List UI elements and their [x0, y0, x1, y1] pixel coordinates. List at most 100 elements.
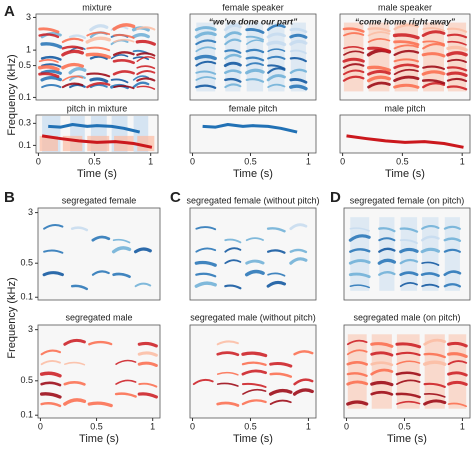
harmonic — [136, 26, 156, 31]
harmonic — [113, 38, 135, 43]
panel-title: segregated female (on pitch) — [350, 195, 465, 205]
harmonic — [113, 34, 135, 39]
harmonic — [88, 340, 113, 346]
harmonic — [370, 380, 394, 387]
harmonic — [392, 33, 420, 40]
harmonic — [378, 227, 396, 233]
spectrogram — [348, 217, 462, 291]
harmonic — [223, 31, 242, 39]
harmonic — [267, 48, 286, 53]
pitch-track — [346, 134, 464, 149]
harmonic — [267, 272, 286, 277]
harmonic — [399, 271, 419, 277]
harmonic — [266, 24, 286, 32]
harmonic — [422, 27, 445, 32]
harmonic — [224, 259, 242, 265]
harmonic — [393, 63, 420, 70]
harmonic — [70, 284, 89, 291]
spectrogram — [194, 223, 308, 290]
harmonic — [293, 350, 314, 356]
harmonic — [86, 72, 111, 78]
harmonic — [40, 32, 62, 39]
harmonic — [70, 226, 89, 232]
x-tick-label: 0.5 — [90, 421, 103, 431]
harmonic — [224, 38, 242, 46]
harmonic — [241, 361, 267, 366]
harmonic — [86, 46, 111, 52]
harmonic — [195, 46, 217, 53]
harmonic — [135, 39, 156, 46]
harmonic — [136, 65, 156, 70]
harmonic — [443, 248, 461, 253]
harmonic — [112, 272, 131, 279]
harmonic — [267, 64, 286, 70]
x-axis-label: Time (s) — [77, 168, 117, 180]
spectrogram — [37, 23, 156, 90]
harmonic — [395, 371, 421, 377]
harmonic — [396, 379, 421, 386]
x-tick-label: 0 — [344, 421, 349, 431]
harmonic — [289, 257, 308, 265]
harmonic — [61, 37, 84, 44]
harmonic — [367, 38, 391, 43]
harmonic — [38, 72, 60, 78]
harmonic — [195, 226, 217, 231]
panel-title: male pitch — [384, 103, 425, 113]
harmonic — [38, 59, 59, 63]
energy-haze — [394, 22, 418, 92]
spectrogram — [346, 334, 468, 409]
harmonic — [110, 78, 129, 84]
harmonic — [447, 402, 468, 408]
x-tick-label: 0 — [190, 421, 195, 431]
harmonic — [62, 75, 84, 82]
harmonic — [194, 31, 217, 39]
pitch-track — [48, 123, 141, 134]
harmonic — [399, 227, 419, 233]
harmonic — [396, 400, 421, 405]
y-tick-label: 0.3 — [18, 118, 31, 128]
panel-title: male speaker — [378, 2, 432, 12]
quote: “we've done our part” — [209, 16, 298, 26]
harmonic — [399, 258, 419, 265]
harmonic — [136, 56, 156, 63]
harmonic — [289, 84, 308, 91]
harmonic — [446, 77, 468, 83]
harmonic — [422, 65, 446, 70]
harmonic — [269, 361, 293, 368]
harmonic — [115, 359, 137, 365]
harmonic — [289, 27, 308, 34]
harmonic — [69, 83, 86, 89]
x-tick-label: 0.5 — [88, 156, 101, 166]
panel-title: segregated female (without pitch) — [186, 195, 319, 205]
harmonic — [269, 372, 293, 378]
harmonic — [421, 70, 446, 76]
harmonic — [343, 50, 365, 56]
harmonic — [378, 237, 396, 242]
harmonic — [346, 380, 369, 386]
harmonic — [266, 40, 287, 47]
harmonic — [137, 341, 158, 348]
harmonic — [267, 83, 286, 88]
harmonic — [241, 369, 267, 376]
harmonic — [370, 351, 394, 357]
panel-title: segregated male — [65, 312, 132, 322]
harmonic — [393, 23, 420, 31]
x-axis-label: Time (s) — [385, 168, 425, 180]
harmonic — [194, 54, 217, 61]
harmonic — [446, 51, 468, 57]
y-tick-label: 0.1 — [18, 92, 31, 102]
harmonic — [447, 380, 468, 386]
harmonic — [40, 359, 61, 366]
energy-haze — [347, 334, 367, 409]
harmonic — [393, 83, 420, 89]
panel-letter: B — [4, 189, 15, 206]
x-tick-label: 0.5 — [244, 421, 257, 431]
x-tick-label: 1 — [460, 156, 465, 166]
harmonic — [245, 237, 264, 242]
spectrogram — [342, 22, 468, 92]
x-tick-label: 0.5 — [244, 156, 257, 166]
harmonic — [136, 52, 156, 57]
harmonic — [349, 248, 371, 253]
harmonic — [89, 24, 109, 32]
harmonic — [289, 78, 308, 84]
